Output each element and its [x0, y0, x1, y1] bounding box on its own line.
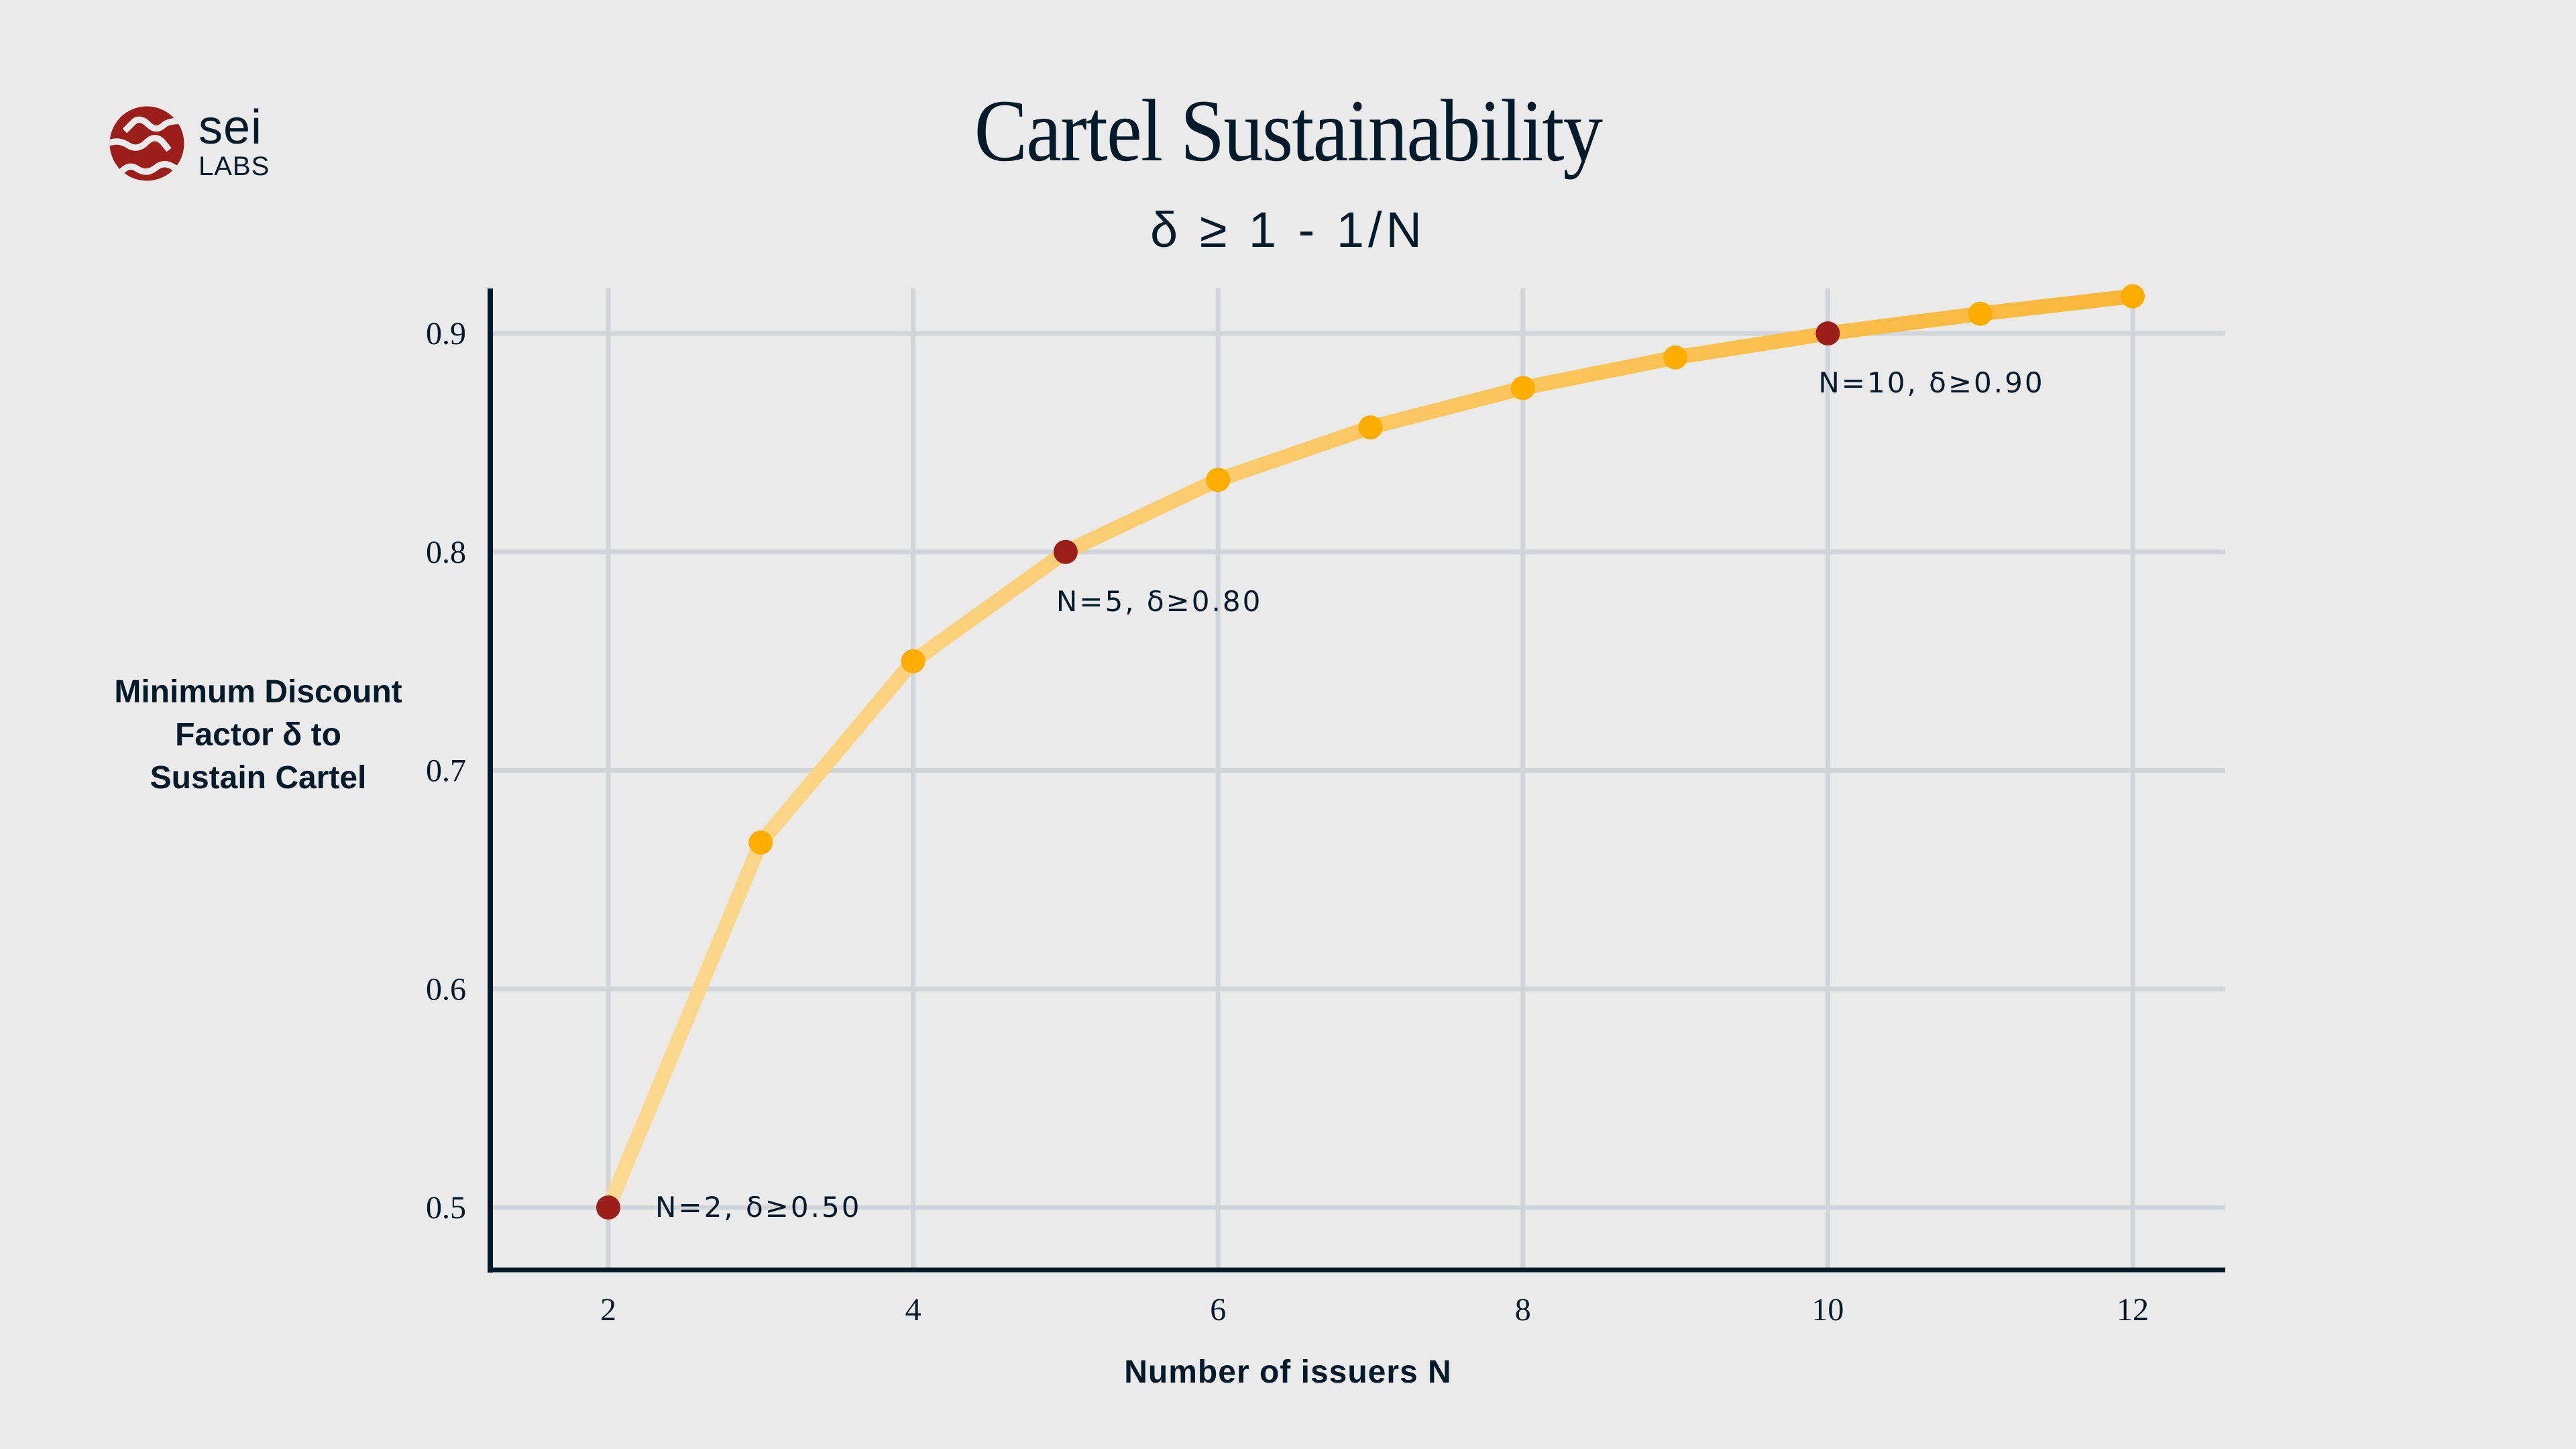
x-tick-label: 6	[1210, 1292, 1226, 1328]
y-axis-label-line: Minimum Discount	[114, 674, 402, 710]
highlighted-point	[1815, 321, 1840, 345]
data-point	[901, 649, 926, 674]
y-axis-label: Minimum Discount Factor δ to Sustain Car…	[91, 671, 426, 800]
grid-lines	[490, 288, 2225, 1270]
annotation-label: N=2, δ≥0.50	[655, 1191, 861, 1224]
x-axis-label: Number of issuers N	[1124, 1354, 1452, 1390]
x-axis-label-wrap: Number of issuers N	[0, 1354, 2576, 1391]
y-axis-label-line: Sustain Cartel	[150, 760, 367, 796]
x-tick-label: 4	[905, 1292, 921, 1328]
tick-labels: 0.5 0.6 0.7 0.8 0.9 2 4 6 8 10 12	[426, 316, 2149, 1328]
data-point	[1510, 376, 1535, 400]
annotation-label: N=10, δ≥0.90	[1818, 366, 2044, 399]
y-tick-label: 0.9	[426, 316, 466, 352]
annotations: N=2, δ≥0.50 N=5, δ≥0.80 N=10, δ≥0.90	[655, 366, 2044, 1224]
x-tick-label: 12	[2117, 1292, 2149, 1328]
x-tick-label: 10	[1811, 1292, 1844, 1328]
axes	[488, 288, 2225, 1273]
brand-logo: sei LABS	[107, 101, 270, 183]
highlighted-point	[1053, 539, 1078, 564]
data-point	[1206, 468, 1231, 492]
sei-wave-logo-icon	[109, 106, 184, 181]
annotation-label: N=5, δ≥0.80	[1056, 585, 1262, 618]
chart-title: Cartel Sustainability	[974, 81, 1603, 180]
y-tick-label: 0.8	[426, 535, 466, 570]
chart-subtitle: δ ≥ 1 - 1/N	[1150, 202, 1426, 258]
data-point	[1968, 301, 1993, 326]
x-tick-label: 2	[600, 1292, 616, 1328]
y-tick-label: 0.6	[426, 971, 466, 1007]
y-axis-label-line: Factor δ to	[175, 717, 341, 753]
data-point	[1358, 415, 1383, 440]
x-tick-label: 8	[1515, 1292, 1531, 1328]
data-point	[1663, 345, 1688, 370]
data-point	[748, 830, 773, 855]
brand-sub: LABS	[199, 152, 270, 181]
brand-name: sei	[199, 101, 263, 154]
y-tick-label: 0.5	[426, 1190, 466, 1226]
data-point	[2121, 284, 2145, 309]
y-tick-label: 0.7	[426, 753, 466, 789]
data-points	[596, 284, 2145, 1220]
highlighted-point	[596, 1195, 620, 1220]
